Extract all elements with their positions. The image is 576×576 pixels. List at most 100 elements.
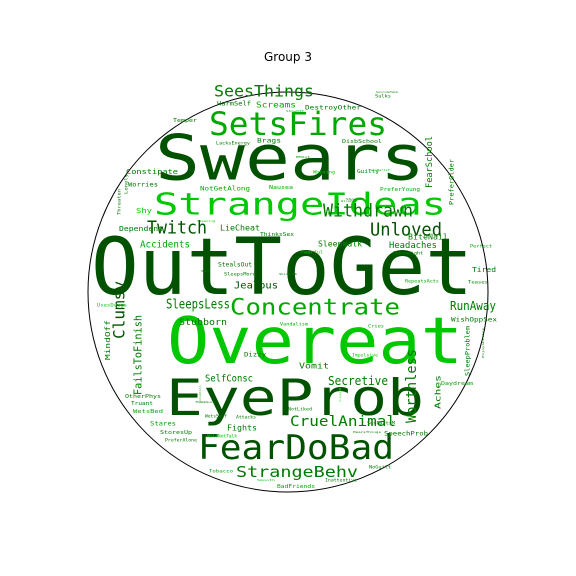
- word-stealing: Stealing: [197, 219, 215, 223]
- word-strangeideas: StrangeIdeas: [154, 188, 446, 223]
- word-overweight: Overweight: [393, 251, 424, 256]
- word-loud: Loud: [338, 388, 342, 402]
- word-speechprob: SpeechProb: [384, 431, 428, 438]
- word-cruelanimal: CruelAnimal: [290, 414, 396, 430]
- word-tobacco: Tobacco: [209, 469, 234, 474]
- word-bmout: BMOut: [296, 155, 310, 159]
- word-seesthings: SeesThings: [214, 82, 314, 101]
- word-clumsy: Clumsy: [110, 281, 129, 339]
- word-aches: Aches: [434, 375, 443, 409]
- word-fearschool: FearSchool: [425, 136, 435, 188]
- word-accidents: Accidents: [140, 240, 190, 251]
- word-screams: Screams: [256, 101, 296, 110]
- word-secretive: Secretive: [328, 374, 388, 388]
- word-liecheat: LieCheat: [220, 224, 260, 233]
- word-threaten: Threaten: [117, 188, 122, 215]
- word-inattentive: Inattentive: [325, 478, 358, 483]
- word-suicidetalk: SuicideTalk: [376, 90, 398, 94]
- word-selfconsc: SelfConsc: [205, 374, 253, 385]
- word-sleepsmore: SleepsMore: [224, 272, 257, 277]
- word-worries: Worries: [128, 182, 158, 189]
- word-thinkssex: ThinksSex: [260, 232, 294, 238]
- word-sleepproblem: SleepProblem: [465, 326, 472, 376]
- word-attacks: Attacks: [236, 415, 257, 420]
- word-guilty: Guilty: [357, 169, 379, 175]
- word-shy: Shy: [136, 207, 152, 215]
- word-willnottalk: WillNotTalk: [207, 434, 238, 439]
- word-fearful: Fearful: [301, 250, 324, 255]
- word-cries: Cries: [368, 324, 385, 329]
- word-setsfires: SetsFires: [209, 105, 387, 143]
- word-stares: Stares: [150, 421, 176, 428]
- word-repeatsacts: RepeatsActs: [405, 279, 440, 284]
- word-nausea: Nausea: [269, 185, 293, 191]
- word-hearsthings: HearsThings: [353, 430, 381, 434]
- word-perfect: Perfect: [470, 244, 493, 249]
- word-constipate: Constipate: [126, 168, 178, 176]
- word-swears: Swears: [155, 122, 425, 195]
- word-disbschool: DisbSchool: [342, 139, 382, 145]
- word-storesup: StoresUp: [160, 430, 192, 436]
- word-notliked: NotLiked: [288, 407, 313, 412]
- word-eyeprob: EyeProb: [166, 369, 424, 427]
- word-impulsive: Impulsive: [352, 353, 379, 358]
- word-brags: Brags: [257, 138, 282, 145]
- word-vomit: Vomit: [299, 362, 329, 371]
- word-usesdrugs: UsesDrugs: [97, 303, 128, 308]
- word-sulks: Sulks: [375, 94, 392, 99]
- word-withdrawn: Withdrawn: [323, 201, 413, 222]
- word-vandalism: Vandalism: [280, 322, 309, 327]
- word-mindoff: MindOff: [104, 320, 112, 360]
- word-noguilt: NoGuilt: [369, 465, 392, 470]
- word-sitsstill: SitsStill: [198, 385, 202, 403]
- word-destroyother: DestroyOther: [305, 105, 361, 112]
- word-unloved: Unloved: [370, 220, 442, 241]
- word-harmself: HarmSelf: [217, 101, 251, 108]
- word-stubborn: Stubborn: [179, 318, 227, 328]
- word-smooth: Smooth: [257, 478, 275, 482]
- word-otherphys: OtherPhys: [125, 394, 161, 400]
- word-tired: Tired: [472, 266, 496, 274]
- word-notgetalong: NotGetAlong: [200, 186, 250, 193]
- word-wishoppsex: WishOppSex: [451, 317, 497, 324]
- word-bitenail: BiteNail: [408, 233, 448, 242]
- word-showoff: Showoff: [346, 197, 364, 201]
- word-overeat: Overeat: [167, 305, 463, 379]
- word-sexpartsf: SexPartsF: [370, 168, 390, 172]
- chart-title: Group 3: [264, 50, 312, 64]
- word-preferyoung: PreferYoung: [380, 187, 420, 193]
- word-skinprob: SkinProb: [279, 272, 297, 276]
- word-lonely: Lonely: [124, 173, 129, 194]
- word-stealsout: StealsOut: [218, 262, 252, 269]
- cloud-boundary: [87, 91, 489, 493]
- word-whining: Whining: [313, 170, 336, 175]
- word-preferolder: PreferOlder: [449, 159, 456, 205]
- word-concentrate: Concentrate: [230, 296, 400, 321]
- word-wetsself: WetsSelf: [205, 414, 228, 419]
- word-wetsbed: WetsBed: [133, 409, 163, 415]
- word-enjoyslittle: EnjoysLittle: [481, 328, 485, 358]
- word-sexpartsm: SexPartsM: [367, 421, 396, 426]
- word-thumbsuck: ThumbSuck: [195, 400, 215, 404]
- word-temper: Temper: [173, 118, 197, 124]
- word-sleepsless: SleepsLess: [166, 298, 230, 313]
- word-showoff: ShowOff: [286, 109, 304, 113]
- word-feardobad: FearDoBad: [198, 428, 394, 468]
- word-worthless: Worthless: [404, 349, 420, 423]
- word-dizzy: Dizzy: [244, 352, 266, 359]
- word-jealous: Jealous: [234, 281, 278, 292]
- word-preferalone: PreferAlone: [165, 438, 198, 443]
- word-sleepwalk: SleepWalk: [318, 240, 362, 249]
- word-lacksenergy: LacksEnergy: [216, 141, 251, 146]
- word-headaches: Headaches: [389, 241, 437, 251]
- word-runaway: RunAway: [450, 299, 496, 313]
- word-sad: Sad: [201, 269, 209, 273]
- word-teases: Teases: [468, 280, 489, 285]
- word-strangebehv: StrangeBehv: [236, 463, 358, 481]
- word-alcohol: Alcohol: [341, 199, 357, 203]
- word-fights: Fights: [227, 424, 257, 433]
- word-twitch: Twitch: [147, 218, 207, 239]
- word-dependent: Dependent: [119, 225, 163, 233]
